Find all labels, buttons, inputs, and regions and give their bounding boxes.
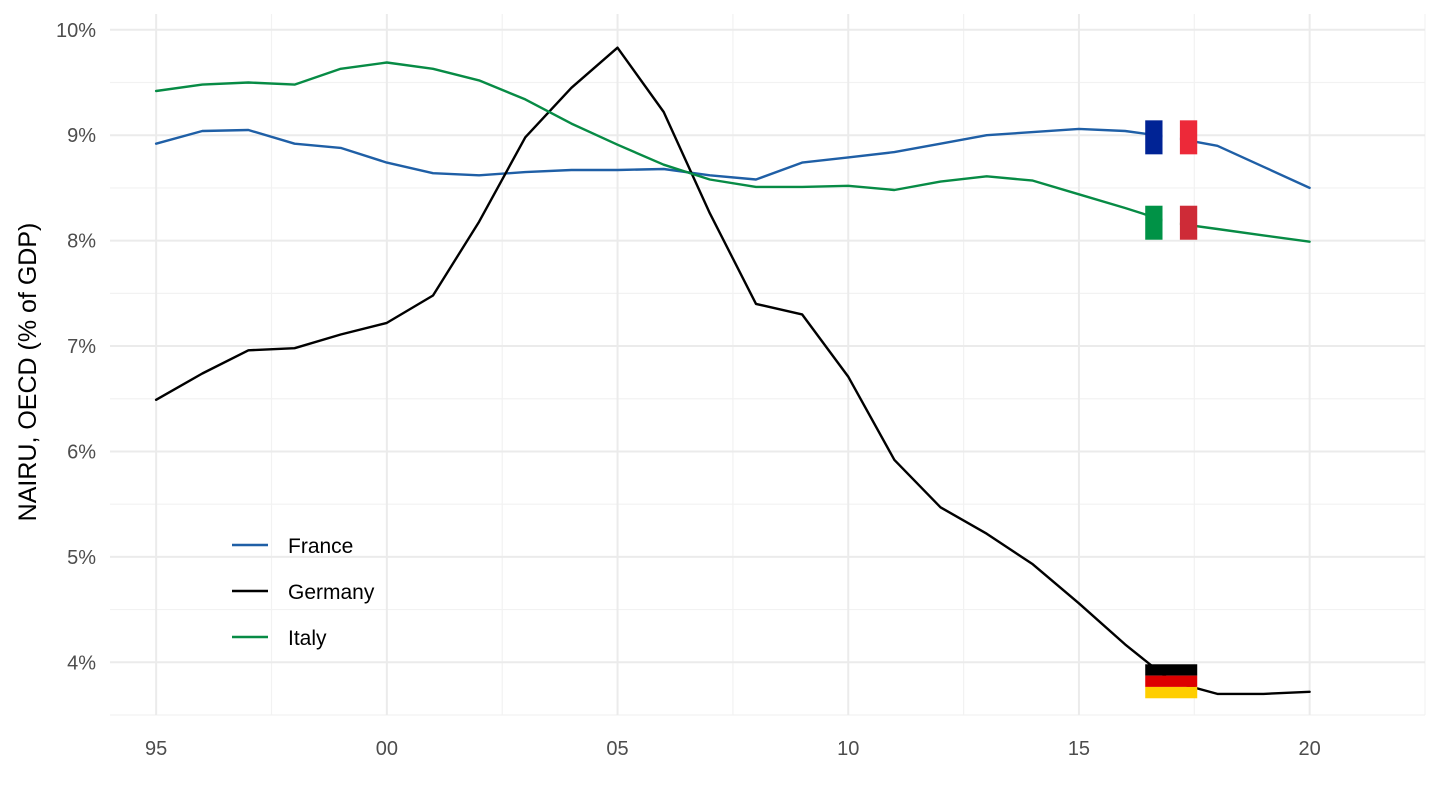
country-flags xyxy=(1145,120,1198,699)
legend-item-italy: Italy xyxy=(232,627,327,650)
legend-item-france: France xyxy=(232,535,353,558)
flag-stripe xyxy=(1145,120,1163,155)
series-line-france xyxy=(154,127,1311,190)
flag-stripe xyxy=(1145,675,1198,687)
legend-label: Germany xyxy=(288,581,375,604)
flag-germany xyxy=(1145,664,1198,699)
flag-stripe xyxy=(1179,120,1198,155)
flag-stripe xyxy=(1145,686,1198,699)
y-axis-ticks: 4% 5% 6% 7% 8% 9% 10% xyxy=(56,20,96,674)
series-lines xyxy=(154,46,1311,696)
x-tick-label: 10 xyxy=(837,738,859,760)
series-line-italy xyxy=(154,61,1311,243)
legend-label: Italy xyxy=(288,627,327,650)
y-tick-label: 6% xyxy=(67,441,96,463)
flag-stripe xyxy=(1145,205,1163,240)
flag-stripe xyxy=(1145,664,1198,676)
flag-stripe xyxy=(1179,205,1198,240)
y-axis-title: NAIRU, OECD (% of GDP) xyxy=(14,223,42,522)
x-tick-label: 15 xyxy=(1068,738,1090,760)
legend: France Germany Italy xyxy=(232,535,375,650)
flag-stripe xyxy=(1162,205,1180,240)
flag-italy xyxy=(1145,205,1198,240)
y-tick-label: 10% xyxy=(56,20,96,42)
x-tick-label: 20 xyxy=(1299,738,1321,760)
x-axis-ticks: 95 00 05 10 15 20 xyxy=(145,738,1321,760)
x-tick-label: 00 xyxy=(376,738,398,760)
flag-france xyxy=(1145,120,1198,155)
y-tick-label: 8% xyxy=(67,231,96,253)
y-tick-label: 4% xyxy=(67,652,96,674)
legend-label: France xyxy=(288,535,353,558)
x-tick-label: 95 xyxy=(145,738,167,760)
flag-stripe xyxy=(1162,120,1180,155)
y-tick-label: 5% xyxy=(67,547,96,569)
y-tick-label: 9% xyxy=(67,125,96,147)
x-tick-label: 05 xyxy=(606,738,628,760)
grid xyxy=(110,14,1426,716)
y-tick-label: 7% xyxy=(67,336,96,358)
legend-item-germany: Germany xyxy=(232,581,375,604)
series-line-germany xyxy=(154,46,1311,696)
